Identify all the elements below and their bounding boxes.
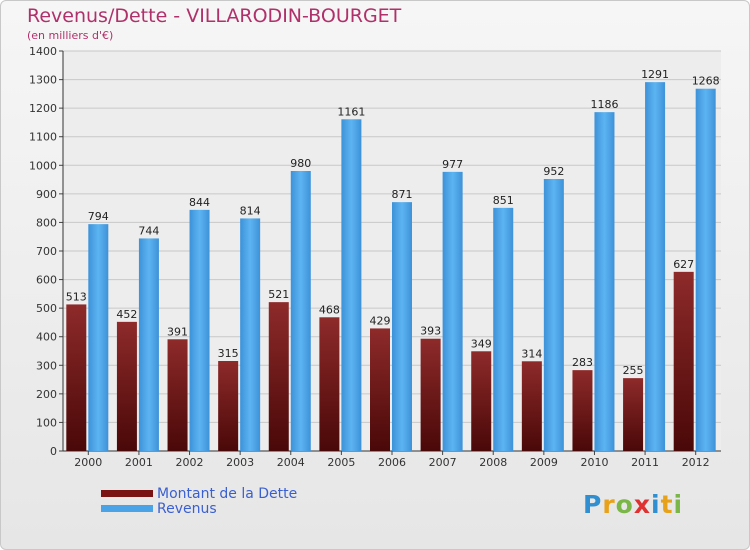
y-tick-label: 800 [36,216,57,229]
bar-debt [66,304,87,451]
data-label-revenus: 1161 [337,105,365,118]
legend-label-revenus: Revenus [157,500,217,517]
bar-revenus [645,82,666,452]
data-label-debt: 314 [521,347,542,360]
data-label-revenus: 952 [543,165,564,178]
bar-debt [218,361,239,451]
y-tick-label: 400 [36,331,57,344]
x-tick-label: 2009 [530,456,558,469]
bar-revenus [138,238,159,451]
data-label-revenus: 851 [493,194,514,207]
x-tick-label: 2008 [479,456,507,469]
bar-revenus [240,218,261,451]
x-tick-label: 2012 [682,456,710,469]
data-label-revenus: 814 [240,204,261,217]
data-label-debt: 521 [268,288,289,301]
y-tick-label: 500 [36,302,57,315]
bar-debt [319,317,340,451]
legend-item-revenus: Revenus [101,500,297,517]
x-tick-label: 2002 [176,456,204,469]
data-label-debt: 393 [420,325,441,338]
x-tick-label: 2001 [125,456,153,469]
chart-subtitle: (en milliers d'€) [27,29,114,42]
bar-revenus [442,171,463,451]
chart-title: Revenus/Dette - VILLARODIN-BOURGET [27,5,402,27]
bar-debt [471,351,492,451]
y-tick-label: 1100 [29,131,57,144]
data-label-revenus: 744 [138,224,159,237]
y-tick-label: 1400 [29,45,57,58]
x-tick-label: 2005 [327,456,355,469]
data-label-debt: 255 [623,364,644,377]
bar-debt [673,271,694,451]
bar-debt [268,302,289,451]
y-tick-label: 0 [50,445,57,458]
bar-revenus [189,209,210,451]
legend-swatch-debt [101,490,153,497]
y-tick-label: 700 [36,245,57,258]
legend-label-debt: Montant de la Dette [157,485,298,502]
proxiti-logo: Proxiti [583,490,684,519]
data-label-revenus: 1291 [641,68,669,81]
data-label-revenus: 794 [88,210,109,223]
y-tick-label: 1000 [29,159,57,172]
bar-debt [116,321,137,451]
y-tick-label: 600 [36,274,57,287]
x-tick-label: 2011 [631,456,659,469]
bar-debt [521,361,542,451]
bar-revenus [290,171,311,451]
bar-debt [623,378,644,451]
bar-revenus [88,224,109,451]
x-tick-label: 2006 [378,456,406,469]
data-label-revenus: 844 [189,196,210,209]
data-label-revenus: 980 [290,157,311,170]
bar-revenus [695,88,716,451]
bar-debt [420,338,441,451]
bar-revenus [392,202,412,451]
y-tick-label: 900 [36,188,57,201]
data-label-debt: 315 [218,347,239,360]
legend-item-debt: Montant de la Dette [101,485,298,502]
data-label-debt: 283 [572,356,593,369]
bar-revenus [341,119,362,452]
legend: Montant de la Dette Revenus [101,485,298,517]
x-tick-label: 2003 [226,456,254,469]
x-tick-label: 2004 [277,456,305,469]
data-label-revenus: 871 [392,188,413,201]
x-tick-label: 2010 [580,456,608,469]
data-label-debt: 468 [319,303,340,316]
bar-revenus [493,207,514,451]
data-label-revenus: 1186 [590,98,618,111]
legend-swatch-revenus [101,505,153,512]
y-tick-label: 100 [36,416,57,429]
y-tick-label: 200 [36,388,57,401]
data-label-debt: 452 [116,308,137,321]
data-label-debt: 513 [66,290,87,303]
data-label-debt: 391 [167,325,188,338]
y-tick-label: 1300 [29,74,57,87]
y-tick-label: 1200 [29,102,57,115]
x-tick-label: 2007 [429,456,457,469]
data-label-debt: 349 [471,337,492,350]
x-tick-label: 2000 [74,456,102,469]
bar-debt [370,328,390,451]
bar-revenus [594,112,615,452]
data-label-debt: 429 [370,314,391,327]
data-label-debt: 627 [673,258,694,271]
y-tick-label: 300 [36,359,57,372]
bar-revenus [543,179,564,451]
data-label-revenus: 977 [442,158,463,171]
data-label-revenus: 1268 [692,75,720,88]
bar-debt [572,370,593,451]
bar-debt [167,339,188,451]
